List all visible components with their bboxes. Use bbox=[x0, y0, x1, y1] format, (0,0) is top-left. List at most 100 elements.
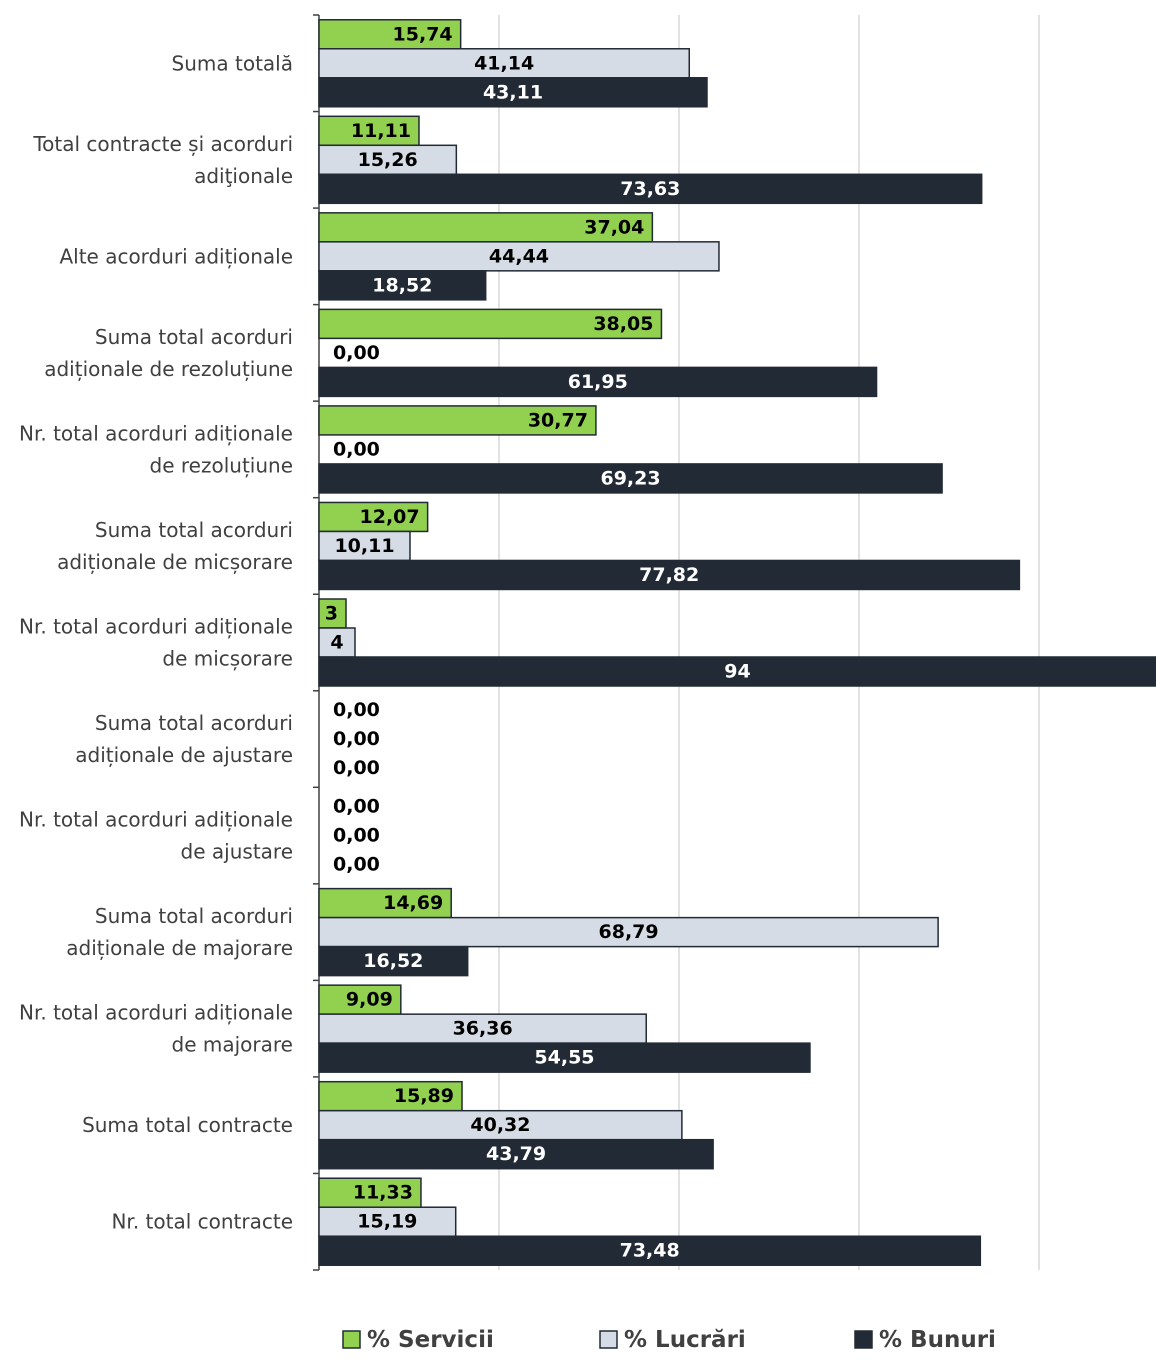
value-label: 30,77 bbox=[528, 409, 588, 431]
value-label: 68,79 bbox=[599, 921, 659, 943]
value-label: 73,48 bbox=[620, 1240, 680, 1262]
bar bbox=[318, 115, 420, 147]
category-line: de rezoluțiune bbox=[150, 453, 293, 477]
category-line: adiţionale bbox=[194, 164, 293, 188]
category-line: Nr. total acorduri adiționale bbox=[19, 421, 293, 445]
bar bbox=[318, 1177, 422, 1208]
value-label: 3 bbox=[325, 603, 338, 625]
category-label: Alte acorduri adiționale bbox=[59, 244, 293, 268]
legend-swatch bbox=[342, 1330, 361, 1349]
bar bbox=[318, 241, 720, 272]
category-line: Total contracte și acorduri bbox=[32, 132, 293, 156]
category-label: Nr. total acorduri adiționale de micșorar… bbox=[19, 615, 293, 671]
bar bbox=[318, 984, 402, 1015]
bar bbox=[318, 463, 943, 494]
bar bbox=[318, 598, 347, 629]
value-label: 4 bbox=[330, 632, 343, 654]
legend-label: % Bunuri bbox=[879, 1327, 996, 1353]
value-label: 37,04 bbox=[584, 216, 644, 238]
bar bbox=[318, 405, 597, 436]
category-line: Suma total acorduri bbox=[95, 904, 293, 928]
category-line: Alte acorduri adiționale bbox=[59, 244, 293, 268]
legend-label: % Lucrări bbox=[624, 1327, 746, 1353]
bar bbox=[318, 173, 983, 205]
bar bbox=[318, 212, 654, 243]
value-label: 0,00 bbox=[333, 796, 380, 818]
bar bbox=[318, 48, 691, 79]
bar bbox=[318, 270, 487, 301]
category-line: Suma total acorduri bbox=[95, 518, 293, 542]
value-label: 36,36 bbox=[453, 1018, 513, 1040]
category-label: Suma total acorduri adiționale de rezoluț… bbox=[44, 325, 293, 381]
category-line: Nr. total contracte bbox=[111, 1210, 293, 1234]
bar bbox=[318, 530, 411, 562]
value-label: 38,05 bbox=[593, 313, 653, 335]
value-label: 0,00 bbox=[333, 728, 380, 750]
value-label: 41,14 bbox=[474, 52, 534, 74]
category-line: Nr. total acorduri adiționale bbox=[19, 1001, 293, 1025]
bar bbox=[318, 1042, 811, 1073]
category-line: Nr. total acorduri adiționale bbox=[19, 808, 293, 832]
bar bbox=[318, 1206, 457, 1237]
value-label: 0,00 bbox=[333, 699, 380, 721]
bar bbox=[318, 945, 469, 977]
value-label: 15,19 bbox=[357, 1211, 417, 1233]
category-line: adiționale de micșorare bbox=[57, 550, 293, 574]
category-line: adiționale de ajustare bbox=[75, 743, 293, 767]
value-label: 10,11 bbox=[334, 535, 394, 557]
value-label: 14,69 bbox=[383, 892, 443, 914]
value-label: 11,11 bbox=[351, 120, 411, 142]
category-line: Nr. total acorduri adiționale bbox=[19, 615, 293, 639]
value-label: 43,11 bbox=[483, 81, 543, 103]
category-line: Suma total acorduri bbox=[95, 325, 293, 349]
value-label: 0,00 bbox=[333, 825, 380, 847]
value-label: 43,79 bbox=[486, 1143, 546, 1165]
value-label: 69,23 bbox=[600, 467, 660, 489]
value-label: 40,32 bbox=[470, 1114, 530, 1136]
value-label: 9,09 bbox=[346, 989, 393, 1011]
category-label: Suma total acorduri adiționale de majorar… bbox=[66, 904, 293, 960]
bar bbox=[318, 1138, 714, 1170]
category-label: Nr. total acorduri adiționale de rezoluți… bbox=[19, 421, 293, 477]
value-label: 44,44 bbox=[489, 245, 549, 267]
category-label: Suma total contracte bbox=[82, 1113, 293, 1137]
bar bbox=[318, 559, 1021, 591]
bar bbox=[318, 1013, 647, 1044]
bar bbox=[318, 144, 458, 176]
bar bbox=[318, 1235, 982, 1266]
bar bbox=[318, 656, 1156, 687]
bar bbox=[318, 1109, 683, 1141]
value-label: 18,52 bbox=[372, 274, 432, 296]
category-label: Nr. total contracte bbox=[111, 1210, 293, 1234]
legend-swatch bbox=[854, 1330, 873, 1349]
value-label: 0,00 bbox=[333, 854, 380, 876]
category-label: Suma total acorduri adiționale de ajustar… bbox=[75, 711, 293, 767]
category-line: de micșorare bbox=[162, 647, 293, 671]
category-line: adiționale de rezoluțiune bbox=[44, 357, 293, 381]
value-label: 12,07 bbox=[360, 506, 420, 528]
value-label: 77,82 bbox=[639, 564, 699, 586]
category-label: Nr. total acorduri adiționale de majorare bbox=[19, 1001, 293, 1057]
bar bbox=[318, 916, 939, 948]
value-label: 16,52 bbox=[363, 950, 423, 972]
category-line: Suma total acorduri bbox=[95, 711, 293, 735]
value-label: 94 bbox=[724, 661, 750, 683]
value-label: 61,95 bbox=[568, 371, 628, 393]
category-line: de majorare bbox=[172, 1033, 293, 1057]
category-line: Suma total contracte bbox=[82, 1113, 293, 1137]
value-label: 15,26 bbox=[358, 149, 418, 171]
value-label: 0,00 bbox=[333, 438, 380, 460]
legend-swatch bbox=[599, 1330, 618, 1349]
category-line: de ajustare bbox=[181, 840, 293, 864]
bar bbox=[318, 1080, 463, 1112]
value-label: 11,33 bbox=[353, 1182, 413, 1204]
category-label: Total contracte și acorduri adiţionale bbox=[32, 132, 293, 188]
bar bbox=[318, 77, 708, 108]
category-label: Nr. total acorduri adiționale de ajustare bbox=[19, 808, 293, 864]
bar bbox=[318, 366, 878, 398]
value-label: 0,00 bbox=[333, 342, 380, 364]
value-label: 0,00 bbox=[333, 757, 380, 779]
value-label: 73,63 bbox=[620, 178, 680, 200]
